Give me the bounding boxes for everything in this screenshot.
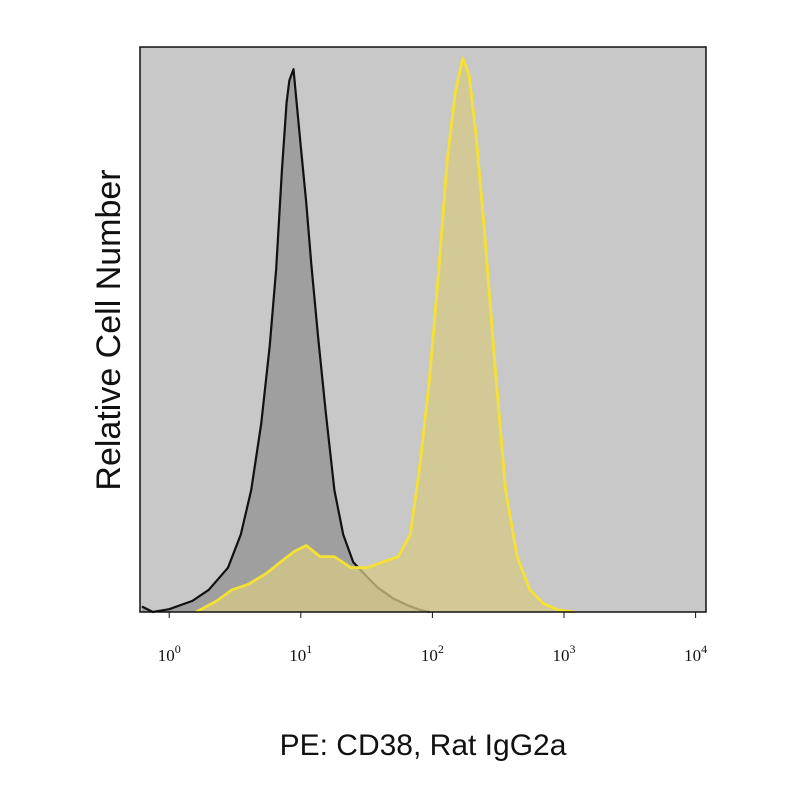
x-axis-label: PE: CD38, Rat IgG2a — [280, 729, 567, 762]
x-tick-label: 102 — [421, 642, 444, 665]
x-tick-label: 101 — [289, 642, 312, 665]
series-layer — [141, 56, 575, 614]
series-1-area — [141, 69, 430, 612]
x-tick-layer: 100 101 102 103 104 — [158, 612, 707, 665]
x-tick-label: 104 — [684, 642, 707, 665]
x-tick-label: 100 — [158, 642, 181, 665]
series-2-area — [196, 58, 575, 613]
series-2-line — [195, 56, 575, 614]
y-axis-label: Relative Cell Number — [90, 169, 128, 490]
x-tick-label: 103 — [553, 642, 576, 665]
plot-frame — [139, 46, 707, 613]
